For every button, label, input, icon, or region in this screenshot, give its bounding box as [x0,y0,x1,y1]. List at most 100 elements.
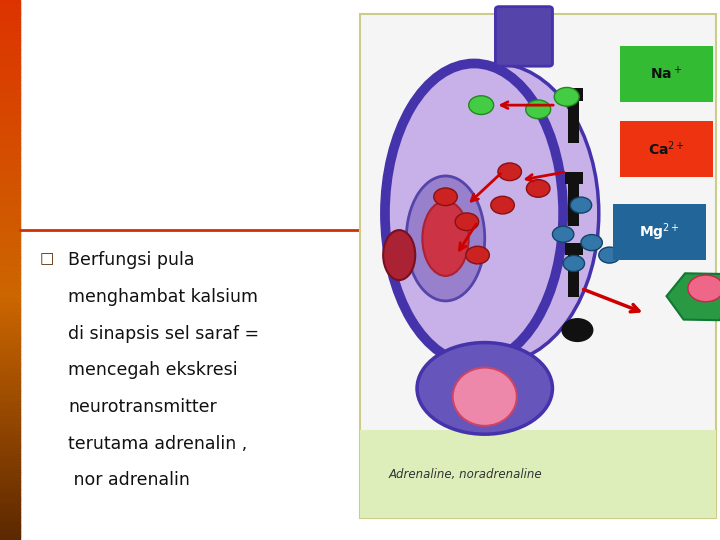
Bar [0,331,20,335]
Bar [0,285,20,289]
Bar [0,266,20,270]
Bar [0,434,20,437]
Bar [0,507,20,510]
Bar [0,158,20,162]
Bar [0,218,20,221]
Text: Na$^+$: Na$^+$ [650,65,683,83]
Bar [0,528,20,532]
Text: di sinapsis sel saraf =: di sinapsis sel saraf = [68,325,259,342]
Bar [0,242,20,246]
Bar [0,439,20,443]
Bar [0,120,20,124]
Circle shape [688,275,720,302]
Text: nor adrenalin: nor adrenalin [68,471,190,489]
Bar [0,393,20,397]
Bar [0,207,20,211]
FancyBboxPatch shape [495,6,552,66]
Bar [0,264,20,267]
Bar [0,245,20,248]
Bar [0,326,20,329]
Bar [0,498,20,502]
Bar [0,137,20,140]
Bar [0,444,20,448]
Bar [0,15,20,19]
Bar [0,231,20,235]
Bar [0,369,20,373]
Bar [0,85,20,89]
Ellipse shape [385,64,563,363]
Bar [0,183,20,186]
Bar [0,156,20,159]
Circle shape [466,246,490,264]
Bar [0,164,20,167]
Bar [0,291,20,294]
Bar [0,185,20,189]
Bar [0,501,20,505]
Bar [0,161,20,165]
Bar [0,272,20,275]
Bar [0,531,20,535]
Bar [0,145,20,148]
Bar [0,512,20,516]
Bar [0,277,20,281]
Bar [0,474,20,478]
Bar [0,374,20,378]
Bar [0,204,20,208]
Bar [0,220,20,224]
FancyBboxPatch shape [613,204,706,260]
Bar [0,536,20,540]
Bar [0,463,20,467]
Bar [0,396,20,400]
Bar [0,436,20,440]
Bar [0,226,20,230]
Bar [0,18,20,22]
Bar [0,523,20,526]
Bar [0,212,20,216]
Text: Adrenaline, noradrenaline: Adrenaline, noradrenaline [389,468,542,481]
Bar [565,89,582,101]
Bar [0,112,20,116]
Bar [0,334,20,338]
Bar [0,0,20,3]
Bar [0,390,20,394]
Bar [0,274,20,278]
Circle shape [526,100,551,119]
Bar [0,247,20,251]
Bar [569,176,579,226]
Bar [0,29,20,32]
Bar [0,258,20,262]
Ellipse shape [417,342,552,434]
Bar [0,166,20,170]
Bar [0,401,20,405]
Bar [0,102,20,105]
Bar [0,83,20,86]
Bar [0,169,20,173]
Circle shape [433,188,457,206]
Ellipse shape [453,368,517,426]
Bar [360,430,716,518]
Bar [0,134,20,138]
Bar [0,385,20,389]
Bar [0,453,20,456]
Bar [0,110,20,113]
Bar [0,7,20,11]
Bar [0,347,20,351]
Ellipse shape [383,230,415,280]
Bar [0,34,20,38]
Ellipse shape [392,64,599,363]
Bar [0,26,20,30]
Bar [0,296,20,300]
Bar [0,10,20,14]
Bar [0,380,20,383]
Bar [0,493,20,497]
Text: menghambat kalsium: menghambat kalsium [68,288,258,306]
Bar [0,342,20,346]
Bar [0,199,20,202]
Bar [0,234,20,238]
Bar [0,237,20,240]
Bar [0,315,20,319]
Bar [0,372,20,375]
Bar [0,253,20,256]
Bar [0,72,20,76]
Bar [0,534,20,537]
